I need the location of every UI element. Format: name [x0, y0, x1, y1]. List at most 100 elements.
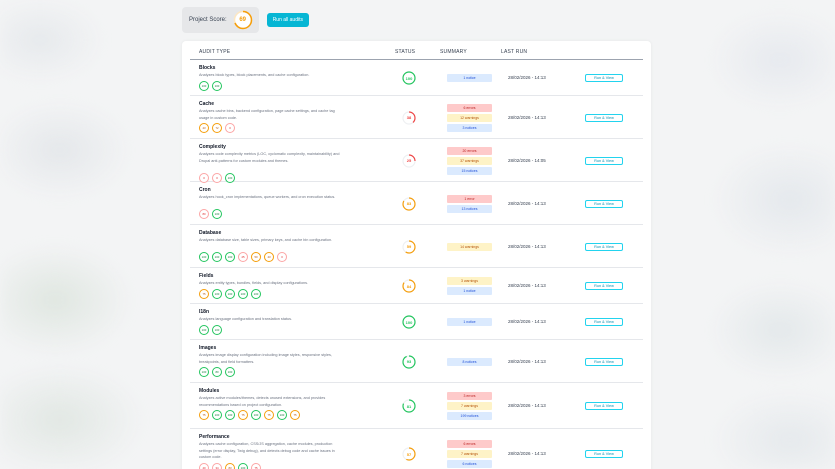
sub-check-score: 72: [212, 123, 222, 133]
summary-badges: 1 error 13 notices: [447, 194, 492, 213]
status-score-value: 93: [406, 359, 412, 364]
sub-check-scores: 75 100 100 100 100: [199, 288, 261, 299]
run-and-view-button[interactable]: Run & View: [585, 74, 623, 82]
run-and-view-button[interactable]: Run & View: [585, 156, 623, 165]
warning-count-badge: 7 warnings: [447, 402, 492, 410]
sub-check-score: 100: [212, 288, 222, 299]
run-all-audits-button[interactable]: Run all audits: [266, 13, 309, 27]
run-and-view-button[interactable]: Run & View: [585, 357, 623, 366]
sub-check-score: 100: [212, 209, 222, 219]
audit-row-cron: Cron Analyzes hook_cron implementations, …: [190, 182, 643, 225]
run-and-view-button[interactable]: Run & View: [585, 113, 623, 122]
error-count-badge: 6 errors: [447, 440, 492, 448]
audit-description: Analyzes cache configuration, CSS/JS agg…: [199, 442, 335, 459]
run-and-view-button[interactable]: Run & View: [585, 450, 623, 458]
audit-name: Cron: [199, 187, 211, 193]
error-count-badge: 20 errors: [447, 146, 492, 155]
notice-count-badge: 13 notices: [447, 204, 492, 213]
header-last-run: LAST RUN: [501, 49, 528, 55]
sub-check-score: 100: [251, 288, 261, 299]
audit-description: Analyzes language configuration and tran…: [199, 317, 293, 321]
audits-card: AUDIT TYPE STATUS SUMMARY LAST RUN Block…: [182, 41, 651, 469]
run-and-view-button[interactable]: Run & View: [585, 402, 623, 410]
sub-check-score: 100: [225, 410, 235, 420]
audit-row-modules: Modules Analyzes active modules/themes, d…: [190, 383, 643, 429]
last-run-timestamp: 28/02/2026 - 14:05: [508, 157, 546, 163]
warning-count-badge: 12 warnings: [447, 113, 492, 122]
sub-check-scores: 80 100: [199, 209, 222, 219]
warning-count-badge: 3 warnings: [447, 277, 492, 285]
status-score-value: 100: [405, 75, 413, 81]
audit-description: Analyzes code complexity metrics (LOC, c…: [199, 152, 340, 163]
status-score-ring: 83: [402, 196, 416, 211]
status-score-value: 25: [406, 158, 412, 163]
audit-name: Blocks: [199, 65, 216, 71]
warning-count-badge: 37 warnings: [447, 156, 492, 165]
status-score-value: 59: [406, 244, 412, 249]
audit-description: Analyzes active modules/themes, detects …: [199, 396, 326, 407]
sub-check-score: 100: [212, 410, 222, 420]
audit-row-blocks: Blocks Analyzes block types, block placem…: [190, 60, 643, 96]
summary-badges: 3 warnings 1 notice: [447, 277, 492, 295]
status-score-value: 38: [406, 115, 412, 120]
project-score-label: Project Score:: [189, 17, 227, 23]
summary-badges: 20 errors 37 warnings 15 notices: [447, 146, 492, 175]
header-status: STATUS: [395, 49, 416, 55]
notice-count-badge: 6 notices: [447, 460, 492, 468]
sub-check-score: 100: [225, 288, 235, 299]
status-score-ring: 100: [402, 315, 416, 329]
sub-check-scores: 0 0 100: [199, 172, 235, 183]
sub-check-score: 100: [238, 462, 248, 469]
sub-check-score: 100: [251, 410, 261, 420]
audit-row-fields: Fields Analyzes entity types, bundles, fi…: [190, 268, 643, 304]
sub-check-score: 100: [212, 324, 222, 335]
status-score-value: 83: [406, 201, 412, 206]
notice-count-badge: 3 notices: [447, 123, 492, 132]
last-run-timestamp: 28/02/2026 - 14:13: [508, 451, 546, 456]
sub-check-score: 100: [212, 252, 222, 262]
sub-check-score: 0: [277, 252, 287, 262]
sub-check-scores: 100 100 100 25 50 43 0: [199, 252, 287, 262]
summary-badges: 3 errors 7 warnings 199 notices: [447, 392, 492, 420]
last-run-timestamp: 28/02/2026 - 14:13: [508, 358, 546, 364]
sub-check-score: 75: [199, 288, 209, 299]
last-run-timestamp: 28/02/2026 - 14:13: [508, 200, 546, 206]
sub-check-scores: 100 80 100: [199, 367, 235, 377]
summary-badges: 8 notices: [447, 357, 492, 366]
audit-row-cache: Cache Analyzes cache bins, backend config…: [190, 96, 643, 139]
sub-check-score: 75: [251, 462, 261, 469]
sub-check-score: 100: [212, 80, 222, 91]
status-score-ring: 57: [402, 447, 416, 461]
last-run-timestamp: 28/02/2026 - 14:13: [508, 319, 546, 324]
run-and-view-button[interactable]: Run & View: [585, 242, 623, 251]
run-and-view-button[interactable]: Run & View: [585, 318, 623, 326]
notice-count-badge: 199 notices: [447, 412, 492, 420]
status-score-value: 84: [406, 283, 412, 289]
sub-check-score: 83: [225, 462, 235, 469]
sub-check-score: 100: [225, 172, 235, 183]
audit-name: I18n: [199, 309, 210, 315]
audit-name: Modules: [199, 388, 220, 394]
header-audit-type: AUDIT TYPE: [199, 49, 231, 55]
header-summary: SUMMARY: [440, 49, 467, 55]
sub-check-score: 80: [199, 209, 209, 219]
notice-count-badge: 8 notices: [447, 357, 492, 366]
sub-check-score: 43: [264, 252, 274, 262]
audit-description: Analyzes block types, block placements, …: [199, 73, 310, 77]
audit-name: Fields: [199, 273, 214, 279]
sub-check-score: 75: [264, 410, 274, 420]
sub-check-score: 100: [199, 80, 209, 91]
error-count-badge: 6 errors: [447, 103, 492, 112]
notice-count-badge: 1 notice: [447, 287, 492, 295]
audit-row-images: Images Analyzes image display configurati…: [190, 340, 643, 383]
sub-check-score: 40: [199, 462, 209, 469]
status-score-ring: 81: [402, 399, 416, 413]
status-score-ring: 93: [402, 354, 416, 369]
last-run-timestamp: 28/02/2026 - 14:13: [508, 75, 546, 80]
run-and-view-button[interactable]: Run & View: [585, 199, 623, 208]
sub-check-score: 100: [238, 288, 248, 299]
status-score-ring: 100: [402, 71, 416, 85]
table-header: AUDIT TYPE STATUS SUMMARY LAST RUN: [190, 47, 643, 60]
run-and-view-button[interactable]: Run & View: [585, 282, 623, 290]
sub-check-score: 0: [199, 172, 209, 183]
